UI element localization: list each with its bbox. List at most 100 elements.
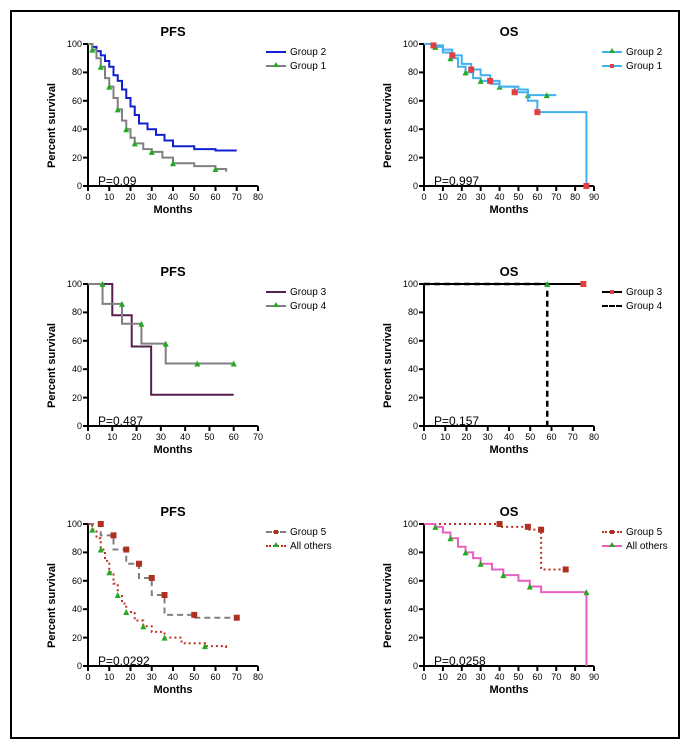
legend-item: Group 5 <box>266 526 332 538</box>
legend-item: Group 3 <box>266 286 326 298</box>
x-tick-label: 80 <box>570 192 580 202</box>
legend-item: All others <box>602 540 668 552</box>
x-tick-label: 0 <box>85 192 90 202</box>
legend-item: Group 1 <box>602 60 662 72</box>
x-tick-label: 10 <box>438 192 448 202</box>
x-tick-label: 0 <box>421 192 426 202</box>
y-tick-label: 20 <box>62 633 82 643</box>
legend-label: Group 4 <box>290 301 326 312</box>
legend-marker-icon <box>610 64 614 68</box>
legend-label: Group 1 <box>626 61 662 72</box>
y-tick-label: 100 <box>62 39 82 49</box>
x-tick-label: 10 <box>107 432 117 442</box>
x-tick-label: 60 <box>532 672 542 682</box>
legend-item: Group 1 <box>266 60 326 72</box>
x-tick-label: 60 <box>210 672 220 682</box>
y-tick-label: 20 <box>398 633 418 643</box>
legend-label: All others <box>290 541 332 552</box>
y-tick-label: 80 <box>398 547 418 557</box>
legend-swatch <box>602 531 622 533</box>
legend-item: Group 4 <box>602 300 662 312</box>
legend-marker-icon <box>273 302 279 307</box>
y-tick-label: 40 <box>62 124 82 134</box>
x-tick-label: 80 <box>570 672 580 682</box>
panel-r1c2: OSPercent survivalMonthsP=0.997010203040… <box>370 24 670 244</box>
legend-marker-icon <box>609 542 615 547</box>
x-tick-label: 20 <box>461 432 471 442</box>
x-tick-label: 40 <box>495 672 505 682</box>
x-tick-label: 80 <box>589 432 599 442</box>
y-tick-label: 60 <box>62 576 82 586</box>
y-tick-label: 80 <box>398 307 418 317</box>
x-tick-label: 20 <box>132 432 142 442</box>
x-tick-label: 70 <box>253 432 263 442</box>
legend-swatch <box>266 51 286 53</box>
legend-swatch <box>266 65 286 67</box>
x-tick-label: 40 <box>168 192 178 202</box>
x-tick-label: 0 <box>85 672 90 682</box>
x-tick-label: 70 <box>232 192 242 202</box>
legend-label: Group 5 <box>626 527 662 538</box>
figure-frame: PFSPercent survivalMonthsP=0.09010203040… <box>10 10 680 739</box>
x-tick-label: 90 <box>589 672 599 682</box>
legend-label: Group 1 <box>290 61 326 72</box>
x-tick-label: 80 <box>253 192 263 202</box>
x-tick-label: 70 <box>568 432 578 442</box>
legend-label: Group 3 <box>626 287 662 298</box>
legend-marker-icon <box>610 530 614 534</box>
y-tick-label: 0 <box>62 421 82 431</box>
x-tick-label: 50 <box>513 672 523 682</box>
y-tick-label: 80 <box>398 67 418 77</box>
y-tick-label: 0 <box>62 181 82 191</box>
x-tick-label: 50 <box>204 432 214 442</box>
x-tick-label: 70 <box>551 672 561 682</box>
x-tick-label: 20 <box>457 192 467 202</box>
x-tick-label: 30 <box>476 192 486 202</box>
panel-r3c2: OSPercent survivalMonthsP=0.025801020304… <box>370 504 670 724</box>
legend-swatch <box>602 305 622 307</box>
legend-item: Group 2 <box>266 46 326 58</box>
legend: Group 5 All others <box>266 526 332 554</box>
y-tick-label: 20 <box>62 153 82 163</box>
y-tick-label: 60 <box>62 96 82 106</box>
legend: Group 3 Group 4 <box>266 286 326 314</box>
y-tick-label: 60 <box>62 336 82 346</box>
x-tick-label: 20 <box>125 192 135 202</box>
y-tick-label: 100 <box>62 279 82 289</box>
x-tick-label: 50 <box>189 192 199 202</box>
x-tick-label: 40 <box>504 432 514 442</box>
legend-marker-icon <box>610 290 614 294</box>
x-tick-label: 40 <box>180 432 190 442</box>
legend-marker-icon <box>609 48 615 53</box>
x-tick-label: 10 <box>104 672 114 682</box>
legend-item: Group 2 <box>602 46 662 58</box>
x-tick-label: 70 <box>551 192 561 202</box>
legend: Group 2 Group 1 <box>602 46 662 74</box>
legend-label: Group 4 <box>626 301 662 312</box>
x-tick-label: 50 <box>525 432 535 442</box>
x-tick-label: 30 <box>147 192 157 202</box>
legend-swatch <box>602 545 622 547</box>
y-tick-label: 80 <box>62 307 82 317</box>
legend-item: Group 3 <box>602 286 662 298</box>
page: PFSPercent survivalMonthsP=0.09010203040… <box>0 0 690 749</box>
legend-swatch <box>266 305 286 307</box>
y-tick-label: 80 <box>62 67 82 77</box>
legend-label: Group 2 <box>626 47 662 58</box>
x-tick-label: 10 <box>104 192 114 202</box>
y-tick-label: 60 <box>398 576 418 586</box>
y-tick-label: 20 <box>62 393 82 403</box>
x-tick-label: 0 <box>421 672 426 682</box>
y-tick-label: 80 <box>62 547 82 557</box>
x-tick-label: 60 <box>546 432 556 442</box>
panel-r2c2: OSPercent survivalMonthsP=0.157010203040… <box>370 264 670 484</box>
legend-item: Group 4 <box>266 300 326 312</box>
x-tick-label: 20 <box>125 672 135 682</box>
x-tick-label: 80 <box>253 672 263 682</box>
x-tick-label: 30 <box>156 432 166 442</box>
legend-item: All others <box>266 540 332 552</box>
y-tick-label: 40 <box>398 604 418 614</box>
x-tick-label: 30 <box>483 432 493 442</box>
y-tick-label: 0 <box>62 661 82 671</box>
legend-label: Group 3 <box>290 287 326 298</box>
